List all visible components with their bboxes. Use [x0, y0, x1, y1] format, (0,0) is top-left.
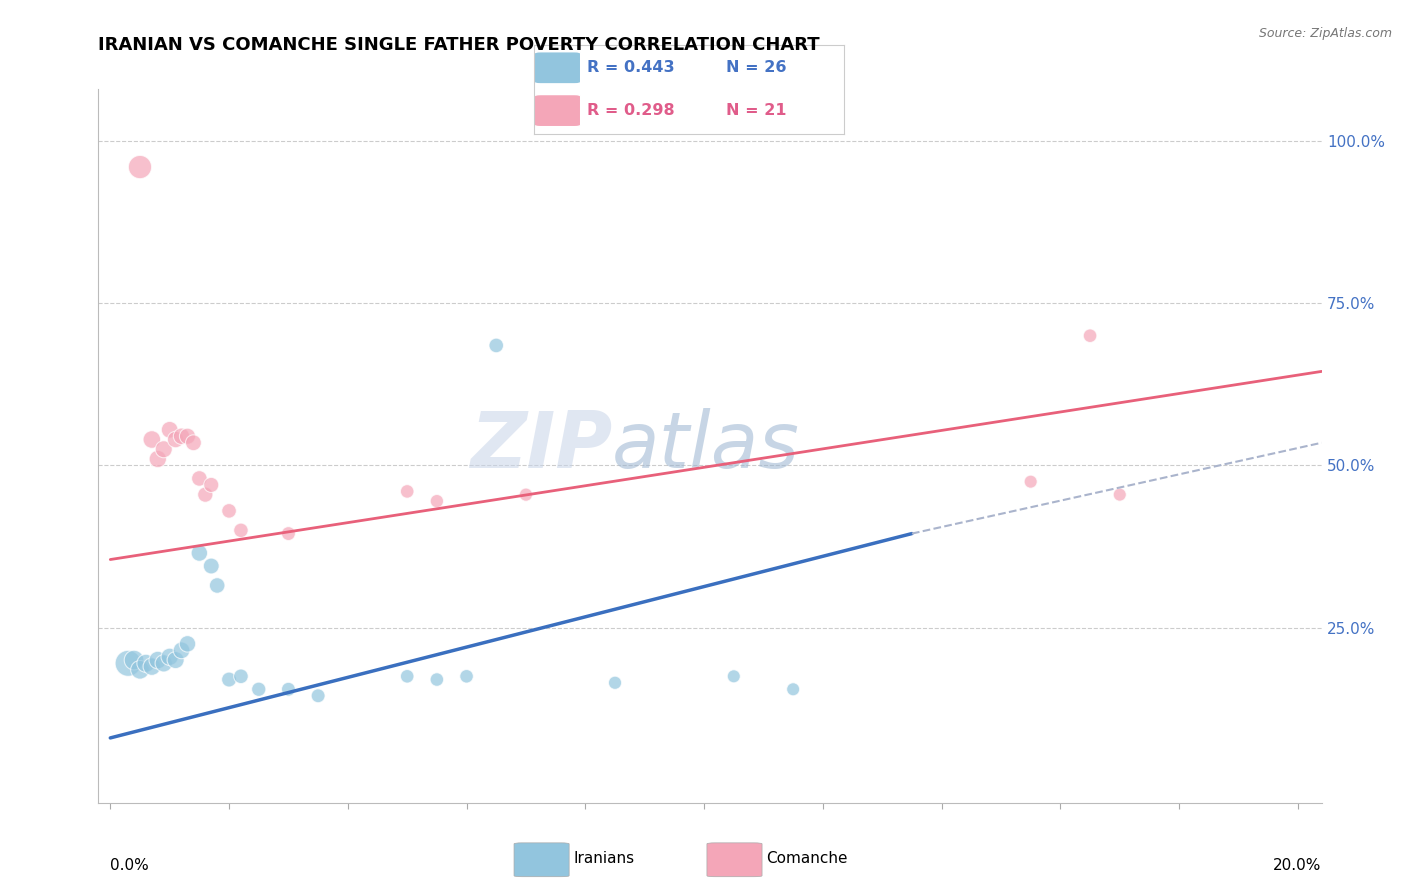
- Text: Comanche: Comanche: [766, 851, 848, 866]
- Point: [165, 433, 187, 447]
- Point: [218, 673, 240, 687]
- Text: 20.0%: 20.0%: [1274, 858, 1322, 873]
- FancyBboxPatch shape: [534, 52, 581, 84]
- Text: R = 0.443: R = 0.443: [586, 61, 675, 75]
- Point: [426, 494, 449, 508]
- Point: [152, 657, 174, 671]
- Point: [194, 488, 217, 502]
- Point: [141, 659, 163, 673]
- Text: N = 26: N = 26: [725, 61, 786, 75]
- Point: [1078, 328, 1101, 343]
- Point: [723, 669, 745, 683]
- Point: [200, 559, 222, 574]
- Point: [396, 484, 419, 499]
- Point: [135, 657, 157, 671]
- Point: [1019, 475, 1042, 489]
- Point: [277, 526, 299, 541]
- Point: [396, 669, 419, 683]
- Point: [122, 653, 145, 667]
- Point: [159, 649, 181, 664]
- Point: [165, 653, 187, 667]
- Point: [176, 429, 198, 443]
- Point: [117, 657, 139, 671]
- Point: [603, 675, 626, 690]
- Text: Iranians: Iranians: [574, 851, 634, 866]
- Point: [229, 524, 252, 538]
- Point: [170, 643, 193, 657]
- Text: R = 0.298: R = 0.298: [586, 103, 675, 118]
- Point: [277, 682, 299, 697]
- Point: [188, 471, 211, 485]
- Text: Source: ZipAtlas.com: Source: ZipAtlas.com: [1258, 27, 1392, 40]
- Point: [485, 338, 508, 352]
- Point: [146, 653, 169, 667]
- Point: [170, 429, 193, 443]
- Point: [159, 423, 181, 437]
- FancyBboxPatch shape: [515, 843, 569, 877]
- Point: [1108, 488, 1130, 502]
- Text: N = 21: N = 21: [725, 103, 786, 118]
- Text: 0.0%: 0.0%: [110, 858, 149, 873]
- Point: [188, 546, 211, 560]
- Point: [307, 689, 329, 703]
- Point: [205, 578, 228, 592]
- Text: IRANIAN VS COMANCHE SINGLE FATHER POVERTY CORRELATION CHART: IRANIAN VS COMANCHE SINGLE FATHER POVERT…: [98, 36, 820, 54]
- Point: [146, 452, 169, 467]
- FancyBboxPatch shape: [707, 843, 762, 877]
- Point: [141, 433, 163, 447]
- Text: ZIP: ZIP: [470, 408, 612, 484]
- Point: [183, 435, 205, 450]
- Text: atlas: atlas: [612, 408, 800, 484]
- Point: [129, 160, 152, 174]
- Point: [426, 673, 449, 687]
- Point: [218, 504, 240, 518]
- Point: [152, 442, 174, 457]
- Point: [782, 682, 804, 697]
- Point: [247, 682, 270, 697]
- Point: [176, 637, 198, 651]
- FancyBboxPatch shape: [534, 95, 581, 127]
- Point: [515, 488, 537, 502]
- Point: [129, 663, 152, 677]
- Point: [200, 478, 222, 492]
- Point: [229, 669, 252, 683]
- Point: [456, 669, 478, 683]
